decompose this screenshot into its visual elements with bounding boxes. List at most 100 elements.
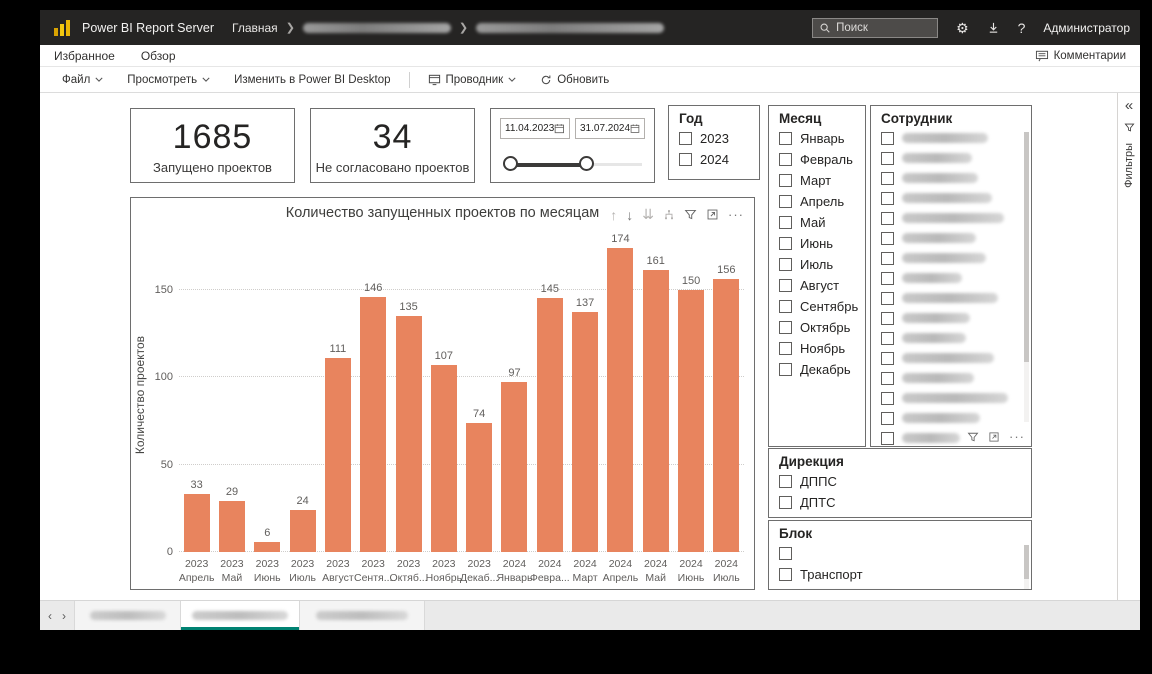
- bar[interactable]: [501, 382, 528, 552]
- checkbox[interactable]: [881, 331, 894, 345]
- employee-option[interactable]: [871, 408, 1031, 428]
- month-option[interactable]: Сентябрь: [769, 296, 865, 317]
- checkbox[interactable]: [881, 391, 894, 405]
- bar[interactable]: [183, 494, 210, 552]
- checkbox[interactable]: [779, 258, 792, 271]
- drill-down-icon[interactable]: ↓: [626, 206, 634, 223]
- employee-option[interactable]: [871, 428, 1031, 446]
- checkbox[interactable]: [881, 411, 894, 425]
- direction-option[interactable]: ДППС: [769, 471, 1031, 492]
- drill-up-icon[interactable]: ↑: [610, 206, 618, 223]
- month-option[interactable]: Апрель: [769, 191, 865, 212]
- bar[interactable]: [466, 422, 493, 552]
- more-options-icon[interactable]: ···: [1009, 429, 1025, 445]
- comments-button[interactable]: Комментарии: [1035, 50, 1126, 62]
- focus-mode-icon[interactable]: [988, 431, 1000, 443]
- checkbox[interactable]: [779, 547, 792, 560]
- checkbox[interactable]: [881, 231, 894, 245]
- end-date-input[interactable]: 31.07.2024: [575, 118, 645, 139]
- month-option[interactable]: Ноябрь: [769, 338, 865, 359]
- checkbox[interactable]: [779, 589, 792, 590]
- checkbox[interactable]: [881, 211, 894, 225]
- page-tab[interactable]: [181, 601, 300, 630]
- month-option[interactable]: Июль: [769, 254, 865, 275]
- checkbox[interactable]: [779, 300, 792, 313]
- bar[interactable]: [324, 357, 351, 552]
- next-level-icon[interactable]: ⇊: [642, 206, 654, 222]
- menu-browse[interactable]: Обзор: [140, 48, 176, 63]
- search-input[interactable]: Поиск: [812, 17, 939, 38]
- breadcrumb-redacted-segment[interactable]: [476, 22, 665, 33]
- next-page-icon[interactable]: ›: [62, 608, 66, 623]
- checkbox[interactable]: [881, 311, 894, 325]
- checkbox[interactable]: [679, 153, 692, 166]
- checkbox[interactable]: [881, 351, 894, 365]
- bar[interactable]: [254, 541, 281, 552]
- checkbox[interactable]: [779, 342, 792, 355]
- slider-handle-end[interactable]: [579, 156, 594, 171]
- year-option[interactable]: 2024: [669, 149, 759, 170]
- bar[interactable]: [642, 270, 669, 552]
- prev-page-icon[interactable]: ‹: [48, 608, 52, 623]
- slider-handle-start[interactable]: [503, 156, 518, 171]
- block-option[interactable]: [769, 543, 1031, 564]
- checkbox[interactable]: [679, 132, 692, 145]
- checkbox[interactable]: [779, 321, 792, 334]
- more-options-icon[interactable]: ···: [728, 206, 744, 222]
- checkbox[interactable]: [881, 191, 894, 205]
- breadcrumb-home[interactable]: Главная: [232, 20, 278, 35]
- year-option[interactable]: 2023: [669, 128, 759, 149]
- filter-funnel-icon[interactable]: [684, 208, 697, 221]
- employee-option[interactable]: [871, 168, 1031, 188]
- bar[interactable]: [218, 501, 245, 552]
- employee-option[interactable]: [871, 328, 1031, 348]
- checkbox[interactable]: [779, 195, 792, 208]
- bar[interactable]: [395, 315, 422, 552]
- employee-option[interactable]: [871, 228, 1031, 248]
- block-scrollbar[interactable]: [1024, 545, 1029, 589]
- refresh-button[interactable]: Обновить: [530, 67, 619, 92]
- month-option[interactable]: Июнь: [769, 233, 865, 254]
- expand-pane-icon[interactable]: «: [1124, 97, 1134, 114]
- employee-option[interactable]: [871, 268, 1031, 288]
- employee-option[interactable]: [871, 308, 1031, 328]
- view-menu-button[interactable]: Просмотреть: [117, 67, 220, 92]
- checkbox[interactable]: [779, 216, 792, 229]
- edit-in-desktop-button[interactable]: Изменить в Power BI Desktop: [224, 67, 400, 92]
- user-name[interactable]: Администратор: [1043, 20, 1130, 35]
- breadcrumb-redacted-segment[interactable]: [302, 22, 451, 33]
- employee-option[interactable]: [871, 348, 1031, 368]
- employee-option[interactable]: [871, 388, 1031, 408]
- checkbox[interactable]: [779, 237, 792, 250]
- menu-favorites[interactable]: Избранное: [54, 48, 115, 63]
- employee-option[interactable]: [871, 368, 1031, 388]
- checkbox[interactable]: [779, 363, 792, 376]
- bar[interactable]: [430, 364, 457, 552]
- employee-option[interactable]: [871, 288, 1031, 308]
- bar[interactable]: [607, 247, 634, 552]
- checkbox[interactable]: [779, 174, 792, 187]
- month-option[interactable]: Декабрь: [769, 359, 865, 380]
- filters-pane-label[interactable]: Фильтры: [1123, 143, 1135, 188]
- checkbox[interactable]: [779, 132, 792, 145]
- filter-funnel-icon[interactable]: [967, 431, 979, 443]
- download-icon[interactable]: [987, 21, 1000, 34]
- month-option[interactable]: Март: [769, 170, 865, 191]
- direction-option[interactable]: ДПТС: [769, 492, 1031, 513]
- month-option[interactable]: Май: [769, 212, 865, 233]
- checkbox[interactable]: [779, 496, 792, 509]
- explorer-menu-button[interactable]: Проводник: [418, 67, 527, 92]
- focus-mode-icon[interactable]: [706, 208, 719, 221]
- bar[interactable]: [713, 279, 740, 552]
- bar[interactable]: [678, 289, 705, 552]
- checkbox[interactable]: [881, 371, 894, 385]
- month-option[interactable]: Август: [769, 275, 865, 296]
- checkbox[interactable]: [779, 153, 792, 166]
- checkbox[interactable]: [779, 475, 792, 488]
- month-option[interactable]: Февраль: [769, 149, 865, 170]
- checkbox[interactable]: [779, 279, 792, 292]
- bar[interactable]: [289, 510, 316, 552]
- expand-hierarchy-icon[interactable]: [663, 209, 675, 221]
- month-option[interactable]: Октябрь: [769, 317, 865, 338]
- file-menu-button[interactable]: Файл: [52, 67, 113, 92]
